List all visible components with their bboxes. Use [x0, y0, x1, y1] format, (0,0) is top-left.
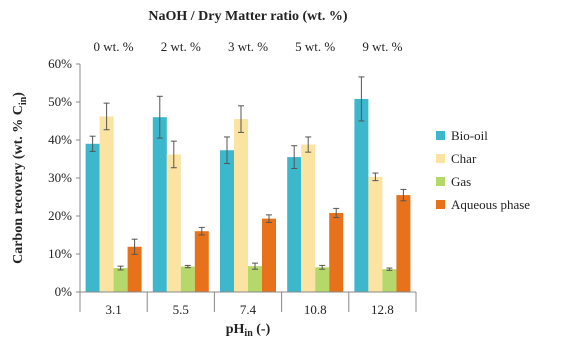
bar-gas-7-4	[248, 266, 262, 292]
bar-bio-oil-12-8	[354, 98, 369, 293]
bar-aqueous-phase-10-8	[329, 212, 344, 292]
y-tick-label-40: 40%	[48, 132, 72, 147]
legend-label-gas: Gas	[451, 174, 471, 189]
bar-aqueous-phase-7-4	[262, 218, 276, 292]
legend-label-aqueous-phase: Aqueous phase	[451, 197, 530, 212]
legend-label-bio-oil: Bio-oil	[451, 128, 488, 143]
error-bars	[89, 76, 407, 271]
bar-series	[85, 98, 411, 293]
legend-label-char: Char	[451, 151, 477, 166]
bar-gas-12-8	[382, 269, 397, 292]
y-axis: 0% 10% 20% 30% 40% 50% 60% Carbon recovery (wt.…	[11, 56, 81, 299]
top-axis-title: NaOH / Dry Matter ratio (wt. %)	[148, 9, 348, 24]
y-tick-label-50: 50%	[48, 94, 72, 109]
y-tick-label-20: 20%	[48, 208, 72, 223]
bar-bio-oil-10-8	[287, 157, 302, 292]
x-tick-label-5-5: 5.5	[173, 302, 189, 317]
top-tick-label-9-wt: 9 wt. %	[362, 39, 402, 54]
bar-bio-oil-7-4	[220, 150, 234, 292]
bar-gas-3-1	[113, 268, 128, 292]
bar-aqueous-phase-3-1	[127, 246, 142, 292]
bar-gas-5-5	[180, 266, 195, 292]
bar-char-10-8	[301, 144, 316, 292]
top-axis: NaOH / Dry Matter ratio (wt. %) 0 wt. % 2…	[94, 9, 403, 54]
y-tick-label-0: 0%	[55, 284, 73, 299]
bar-bio-oil-3-1	[85, 143, 100, 292]
top-tick-label-0-wt: 0 wt. %	[94, 39, 134, 54]
legend: Bio-oil Char Gas Aqueous phase	[436, 128, 530, 212]
y-tick-label-30: 30%	[48, 170, 72, 185]
x-tick-label-7-4: 7.4	[240, 302, 257, 317]
bar-bio-oil-5-5	[152, 117, 167, 292]
top-tick-label-2-wt: 2 wt. %	[161, 39, 201, 54]
bar-aqueous-phase-5-5	[194, 231, 209, 292]
y-axis-title: Carbon recovery (wt. % Cin)	[11, 92, 29, 264]
x-tick-label-3-1: 3.1	[105, 302, 121, 317]
legend-swatch-char	[436, 154, 445, 163]
x-tick-label-10-8: 10.8	[304, 302, 327, 317]
top-tick-label-3-wt: 3 wt. %	[228, 39, 268, 54]
legend-swatch-aqueous-phase	[436, 200, 445, 209]
x-axis-title: pHin (-)	[226, 322, 271, 338]
x-tick-label-12-8: 12.8	[371, 302, 394, 317]
bar-gas-10-8	[315, 267, 330, 292]
x-axis: 3.1 5.5 7.4 10.8 12.8 pHin (-)	[79, 291, 417, 339]
bar-aqueous-phase-12-8	[396, 195, 411, 292]
bar-char-5-5	[166, 154, 181, 292]
bar-char-12-8	[368, 176, 383, 292]
y-tick-label-60: 60%	[48, 56, 72, 71]
legend-swatch-bio-oil	[436, 131, 445, 140]
bar-char-7-4	[234, 119, 248, 292]
legend-swatch-gas	[436, 177, 445, 186]
y-tick-label-10: 10%	[48, 246, 72, 261]
bar-char-3-1	[99, 116, 114, 292]
top-tick-label-5-wt: 5 wt. %	[295, 39, 335, 54]
